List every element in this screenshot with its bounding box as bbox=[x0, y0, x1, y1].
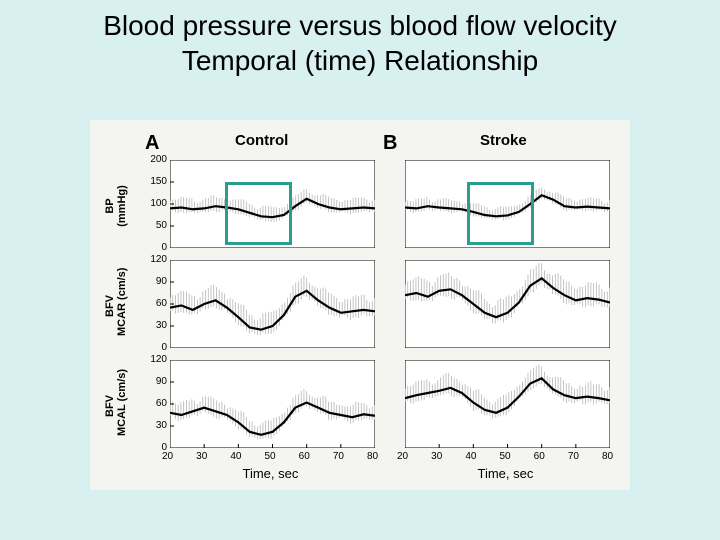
column-header-stroke: Stroke bbox=[480, 132, 527, 149]
ytick-label: 100 bbox=[143, 198, 167, 209]
ytick-label: 120 bbox=[143, 254, 167, 265]
subplot-r2-c0 bbox=[170, 360, 375, 448]
xtick-label: 50 bbox=[500, 451, 511, 462]
ytick-label: 60 bbox=[143, 298, 167, 309]
xtick-label: 30 bbox=[196, 451, 207, 462]
x-axis-label: Time, sec bbox=[243, 466, 299, 481]
title-line-1: Blood pressure versus blood flow velocit… bbox=[103, 10, 617, 41]
xtick-label: 50 bbox=[265, 451, 276, 462]
ytick-label: 60 bbox=[143, 398, 167, 409]
xtick-label: 30 bbox=[431, 451, 442, 462]
ytick-label: 0 bbox=[143, 242, 167, 253]
y-axis-label: BP(mmHg) bbox=[104, 176, 128, 236]
ytick-label: 30 bbox=[143, 420, 167, 431]
ytick-label: 200 bbox=[143, 154, 167, 165]
xtick-label: 80 bbox=[367, 451, 378, 462]
ytick-label: 0 bbox=[143, 342, 167, 353]
xtick-label: 20 bbox=[397, 451, 408, 462]
panel-letter-b: B bbox=[383, 132, 397, 155]
subplot-r1-c1 bbox=[405, 260, 610, 348]
ytick-label: 120 bbox=[143, 354, 167, 365]
xtick-label: 60 bbox=[299, 451, 310, 462]
x-axis-label: Time, sec bbox=[478, 466, 534, 481]
ytick-label: 90 bbox=[143, 376, 167, 387]
xtick-label: 70 bbox=[568, 451, 579, 462]
xtick-label: 80 bbox=[602, 451, 613, 462]
figure-panel: A B Control Stroke 0 50 100 150 200 BP(mmHg) 0 30 60… bbox=[90, 120, 630, 490]
ytick-label: 150 bbox=[143, 176, 167, 187]
ytick-label: 30 bbox=[143, 320, 167, 331]
y-axis-label: BFVMCAL (cm/s) bbox=[104, 376, 128, 436]
column-header-control: Control bbox=[235, 132, 288, 149]
title-line-2: Temporal (time) Relationship bbox=[182, 45, 538, 76]
subplot-r0-c0 bbox=[170, 160, 375, 248]
xtick-label: 40 bbox=[230, 451, 241, 462]
subplot-r1-c0 bbox=[170, 260, 375, 348]
y-axis-label: BFVMCAR (cm/s) bbox=[104, 276, 128, 336]
xtick-label: 20 bbox=[162, 451, 173, 462]
xtick-label: 70 bbox=[333, 451, 344, 462]
xtick-label: 40 bbox=[465, 451, 476, 462]
subplot-r0-c1 bbox=[405, 160, 610, 248]
page-title: Blood pressure versus blood flow velocit… bbox=[0, 0, 720, 78]
subplot-r2-c1 bbox=[405, 360, 610, 448]
xtick-label: 60 bbox=[534, 451, 545, 462]
ytick-label: 90 bbox=[143, 276, 167, 287]
ytick-label: 50 bbox=[143, 220, 167, 231]
panel-letter-a: A bbox=[145, 132, 159, 155]
